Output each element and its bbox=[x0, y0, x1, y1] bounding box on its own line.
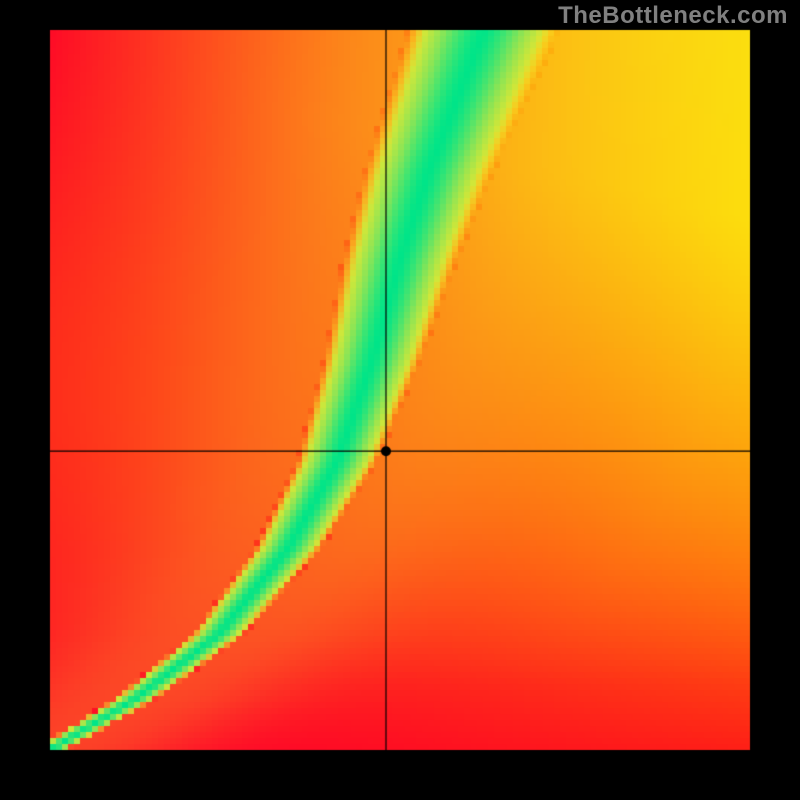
chart-container: TheBottleneck.com bbox=[0, 0, 800, 800]
heatmap-canvas bbox=[0, 0, 800, 800]
watermark-text: TheBottleneck.com bbox=[558, 2, 788, 30]
